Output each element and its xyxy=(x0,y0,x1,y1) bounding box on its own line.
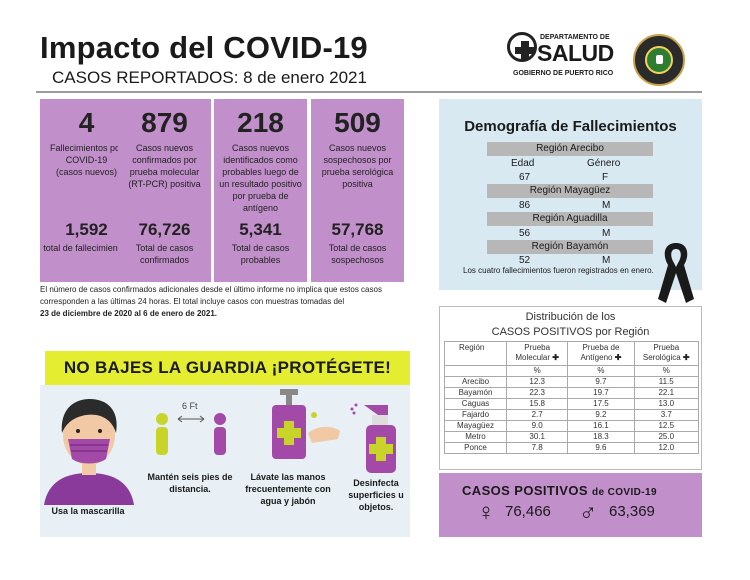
stat-new-value: 509 xyxy=(334,107,381,138)
plus-icon: ✚ xyxy=(614,353,622,362)
stat-total-value: 57,768 xyxy=(331,220,384,239)
stat-desc: Casos nuevos identificados como probable… xyxy=(219,143,302,213)
gender-value: M xyxy=(602,200,611,211)
table-header-row: Región Prueba Molecular ✚ Prueba de Antí… xyxy=(444,341,699,366)
distribution-table: Región Prueba Molecular ✚ Prueba de Antí… xyxy=(444,341,699,454)
region-bar: Región Mayagüez xyxy=(487,184,653,198)
age-value: 86 xyxy=(519,200,531,211)
stat-desc: Fallecimientos por COVID-19 xyxy=(49,143,124,165)
table-header: Prueba Molecular ✚ xyxy=(505,341,569,366)
stat-total-label: Total de casos probables xyxy=(231,243,290,265)
table-header: Prueba Serológica ✚ xyxy=(633,341,699,366)
salud-logo: DEPARTAMENTO DE SALUD GOBIERNO DE PUERTO… xyxy=(507,30,617,82)
stat-desc: Casos nuevos sospechosos por prueba sero… xyxy=(321,143,394,189)
distribution-title: Distribución de los CASOS POSITIVOS por … xyxy=(440,310,701,340)
table-row: Metro 30.1 18.3 25.0 xyxy=(444,431,699,443)
stat-desc-note: (casos nuevos) xyxy=(55,167,118,177)
plus-icon: ✚ xyxy=(552,353,559,362)
region-bar: Región Arecibo xyxy=(487,142,653,156)
age-value: 67 xyxy=(519,172,531,183)
salud-cross-icon xyxy=(507,32,537,62)
region-bar: Región Bayamón xyxy=(487,240,653,254)
region-bar: Región Aguadilla xyxy=(487,212,653,226)
stat-card-suspected: 509 Casos nuevos sospechosos por prueba … xyxy=(311,99,404,282)
table-row: Ponce 7.8 9.6 12.0 xyxy=(444,442,699,454)
mourning-ribbon-icon xyxy=(658,243,694,303)
gender-value: M xyxy=(602,228,611,239)
logo-name-text: SALUD xyxy=(537,40,614,66)
female-count: 76,466 xyxy=(505,503,551,520)
page-title: Impacto del COVID-19 xyxy=(40,30,368,65)
distribution-title-line2: CASOS POSITIVOS por Región xyxy=(491,326,650,338)
mask-person-icon xyxy=(44,399,134,505)
tip-mask: Usa la mascarilla xyxy=(51,506,125,516)
stat-new-value: 879 xyxy=(141,107,188,138)
male-count: 63,369 xyxy=(609,503,655,520)
positives-panel: CASOS POSITIVOS de COVID-19 ♀ 76,466 ♂ 6… xyxy=(439,473,702,537)
stat-total-label: Total de casos confirmados xyxy=(135,243,194,265)
demography-note: Los cuatro fallecimientos fueron registr… xyxy=(463,266,654,275)
footnote-dates: 23 de diciembre de 2020 al 6 de enero de… xyxy=(40,309,217,318)
age-header: Edad xyxy=(511,158,535,169)
stat-new-value: 218 xyxy=(237,107,284,138)
logo-gov-text: GOBIERNO DE PUERTO RICO xyxy=(513,70,614,77)
male-icon: ♂ xyxy=(579,499,597,526)
positives-title: CASOS POSITIVOS de COVID-19 xyxy=(462,483,657,498)
gender-value: F xyxy=(602,172,609,183)
prevention-panel: 6 Ft Usa la mascarilla Mantén seis pies … xyxy=(40,385,410,537)
header-divider xyxy=(36,91,702,93)
table-header: Prueba de Antígeno ✚ xyxy=(567,341,635,366)
guard-banner: NO BAJES LA GUARDIA ¡PROTÉGETE! xyxy=(45,351,410,385)
stat-total-value: 1,592 xyxy=(65,220,108,239)
table-row: Caguas 15.8 17.5 13.0 xyxy=(444,398,699,410)
stat-card-probable: 218 Casos nuevos identificados como prob… xyxy=(214,99,307,282)
stat-card-deaths: 4 Fallecimientos por COVID-19 (casos nue… xyxy=(40,99,133,282)
stat-total-value: 5,341 xyxy=(239,220,282,239)
stat-total-label: total de fallecimientos xyxy=(43,243,130,253)
footnote: El número de casos confirmados adicional… xyxy=(40,284,405,320)
demography-title: Demografía de Fallecimientos xyxy=(464,118,677,135)
table-units-row: % % % xyxy=(444,365,699,377)
table-header: Región xyxy=(444,341,507,366)
footnote-text: El número de casos confirmados adicional… xyxy=(40,285,382,306)
age-value: 52 xyxy=(519,255,531,266)
puerto-rico-seal-icon xyxy=(633,34,685,86)
stat-total-label: Total de casos sospechosos xyxy=(328,243,387,265)
tip-distance: Mantén seis pies de distancia. xyxy=(147,472,233,494)
gender-value: M xyxy=(602,255,611,266)
tip-disinfect: Desinfecta superficies u objetos. xyxy=(348,478,404,512)
age-value: 56 xyxy=(519,228,531,239)
social-distance-icon: 6 Ft xyxy=(156,401,226,455)
table-row: Bayamón 22.3 19.7 22.1 xyxy=(444,387,699,399)
stat-new-value: 4 xyxy=(78,107,95,138)
plus-icon: ✚ xyxy=(682,353,690,362)
female-icon: ♀ xyxy=(477,499,495,526)
stat-desc: Casos nuevos confirmados por prueba mole… xyxy=(128,143,201,189)
stat-card-confirmed: 879 Casos nuevos confirmados por prueba … xyxy=(118,99,211,282)
distribution-panel: Distribución de los CASOS POSITIVOS por … xyxy=(439,306,702,470)
hand-soap-icon xyxy=(272,389,340,459)
gender-header: Género xyxy=(587,158,621,169)
tip-wash-hands: Lávate las manos frecuentemente con agua… xyxy=(245,472,331,506)
page-subtitle: CASOS REPORTADOS: 8 de enero 2021 xyxy=(52,68,367,87)
table-row: Mayagüez 9.0 16.1 12.5 xyxy=(444,420,699,432)
distribution-title-line1: Distribución de los xyxy=(525,311,616,323)
svg-text:6 Ft: 6 Ft xyxy=(182,401,198,411)
demography-panel: Demografía de Fallecimientos Región Arec… xyxy=(439,99,702,290)
stat-total-value: 76,726 xyxy=(138,220,191,239)
table-row: Arecibo 12.3 9.7 11.5 xyxy=(444,376,699,388)
logo-dept-text: DEPARTAMENTO DE xyxy=(540,34,610,41)
disinfectant-spray-icon xyxy=(350,403,396,473)
table-row: Fajardo 2.7 9.2 3.7 xyxy=(444,409,699,421)
